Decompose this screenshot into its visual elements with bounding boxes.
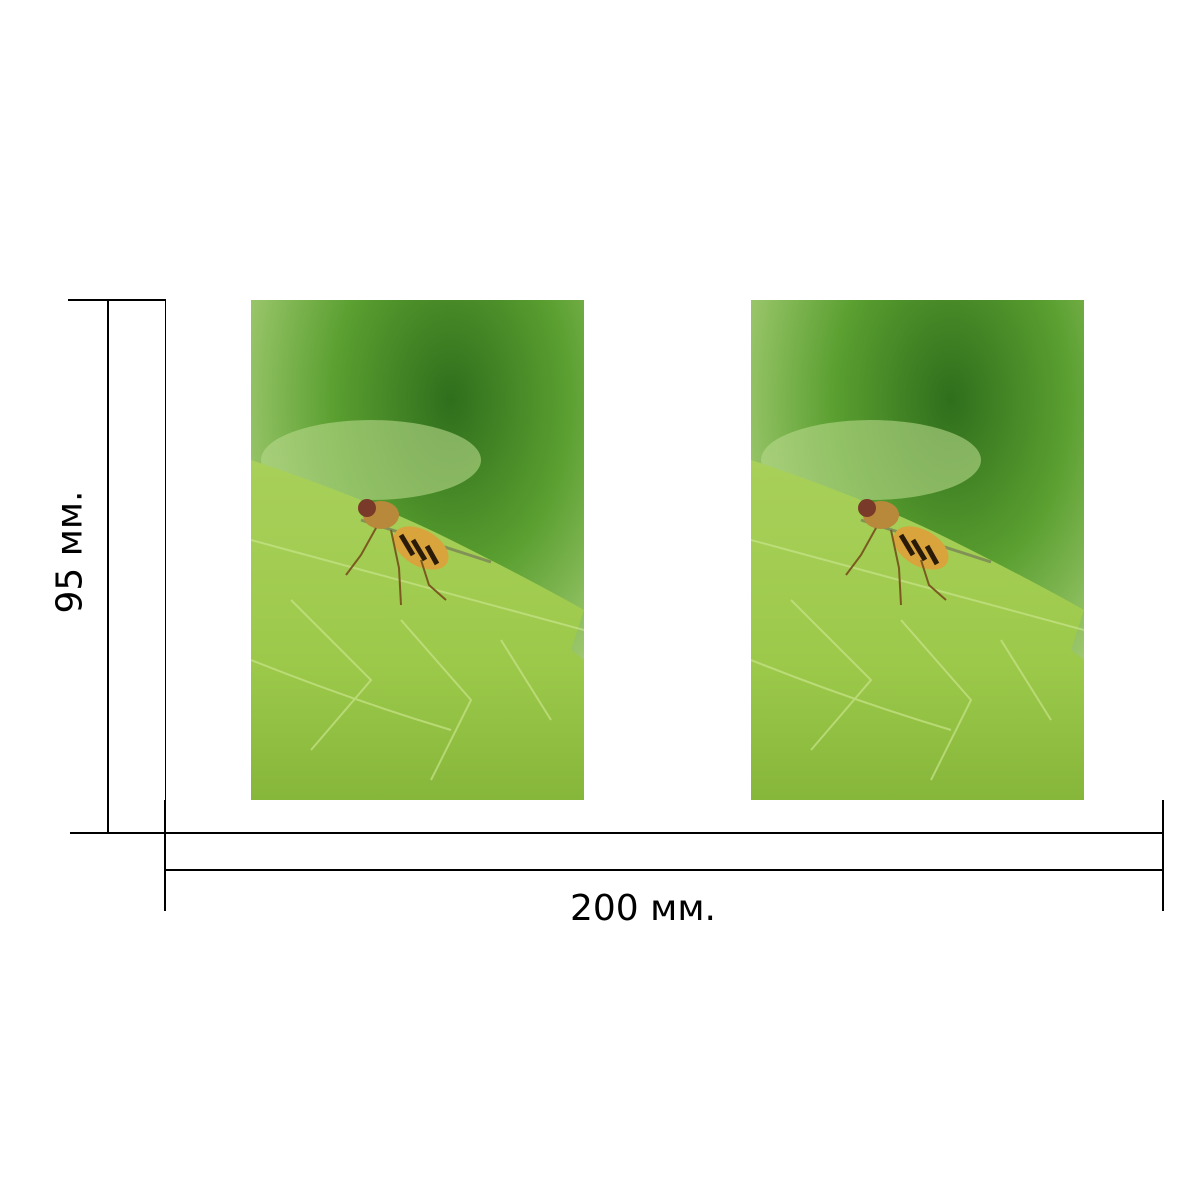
height-top-tick: [68, 299, 166, 301]
width-extension-line: [165, 832, 1164, 834]
width-dimension-line: [165, 869, 1164, 871]
photo-panel-left: [251, 300, 584, 800]
hoverfly: [845, 499, 992, 606]
height-bottom-tick: [70, 832, 166, 834]
photo-image: [751, 300, 1084, 800]
height-label: 95 мм.: [49, 490, 91, 614]
width-label: 200 мм.: [570, 888, 716, 929]
photo-image: [251, 300, 584, 800]
width-right-tick: [1162, 800, 1164, 911]
height-dimension-line: [107, 300, 109, 834]
photo-panel-right: [751, 300, 1084, 800]
hoverfly: [345, 499, 492, 606]
width-left-tick: [164, 800, 166, 911]
height-extension-line: [165, 300, 166, 832]
